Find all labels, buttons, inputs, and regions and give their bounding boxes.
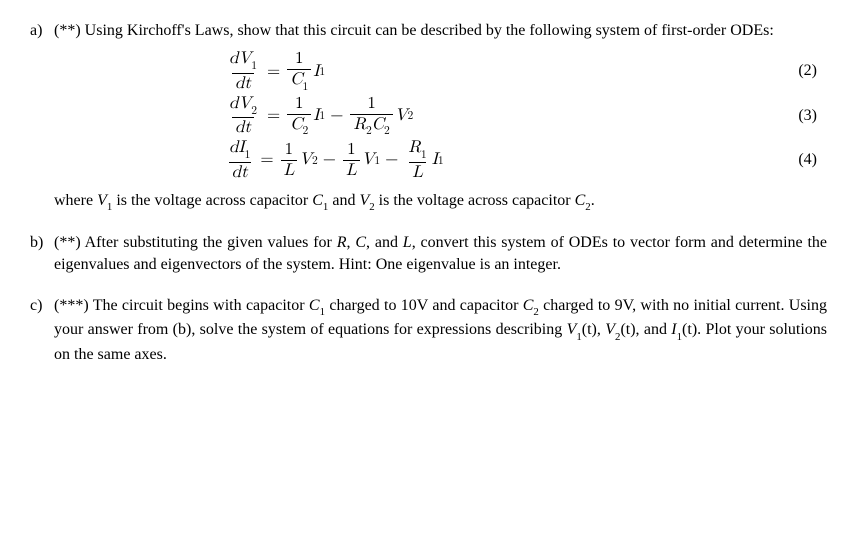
equation-3-expr: dV2 dt = 1 C2 I1 − 1 R2C2 (224, 95, 413, 137)
item-a-stars: (**) (54, 22, 81, 39)
equation-3-number: (3) (798, 105, 827, 127)
problem-item-a: a) (**) Using Kirchoff's Laws, show that… (30, 20, 827, 214)
equation-block: dV1 dt = 1 C1 I1 (2) (54, 50, 827, 181)
equation-4-expr: dI1 dt = 1 L V2 − 1 L (224, 139, 444, 181)
item-c-label: c) (30, 295, 54, 317)
item-a-label: a) (30, 20, 54, 42)
equation-4-number: (4) (798, 149, 827, 171)
equation-2-number: (2) (798, 60, 827, 82)
item-a-body: (**) Using Kirchoff's Laws, show that th… (54, 20, 827, 214)
item-c-stars: (***) (54, 297, 89, 314)
item-b-label: b) (30, 232, 54, 254)
item-b-body: (**) After substituting the given values… (54, 232, 827, 277)
equation-row-3: dV2 dt = 1 C2 I1 − 1 R2C2 (54, 95, 827, 137)
problem-item-c: c) (***) The circuit begins with capacit… (30, 295, 827, 366)
problem-item-b: b) (**) After substituting the given val… (30, 232, 827, 277)
equation-row-2: dV1 dt = 1 C1 I1 (2) (54, 50, 827, 92)
item-a-intro: Using Kirchoff's Laws, show that this ci… (85, 22, 774, 39)
item-a-trailing: where V1 is the voltage across capacitor… (54, 190, 827, 214)
equation-2-expr: dV1 dt = 1 C1 I1 (224, 50, 325, 92)
equation-row-4: dI1 dt = 1 L V2 − 1 L (54, 139, 827, 181)
item-c-body: (***) The circuit begins with capacitor … (54, 295, 827, 366)
item-b-stars: (**) (54, 234, 81, 251)
